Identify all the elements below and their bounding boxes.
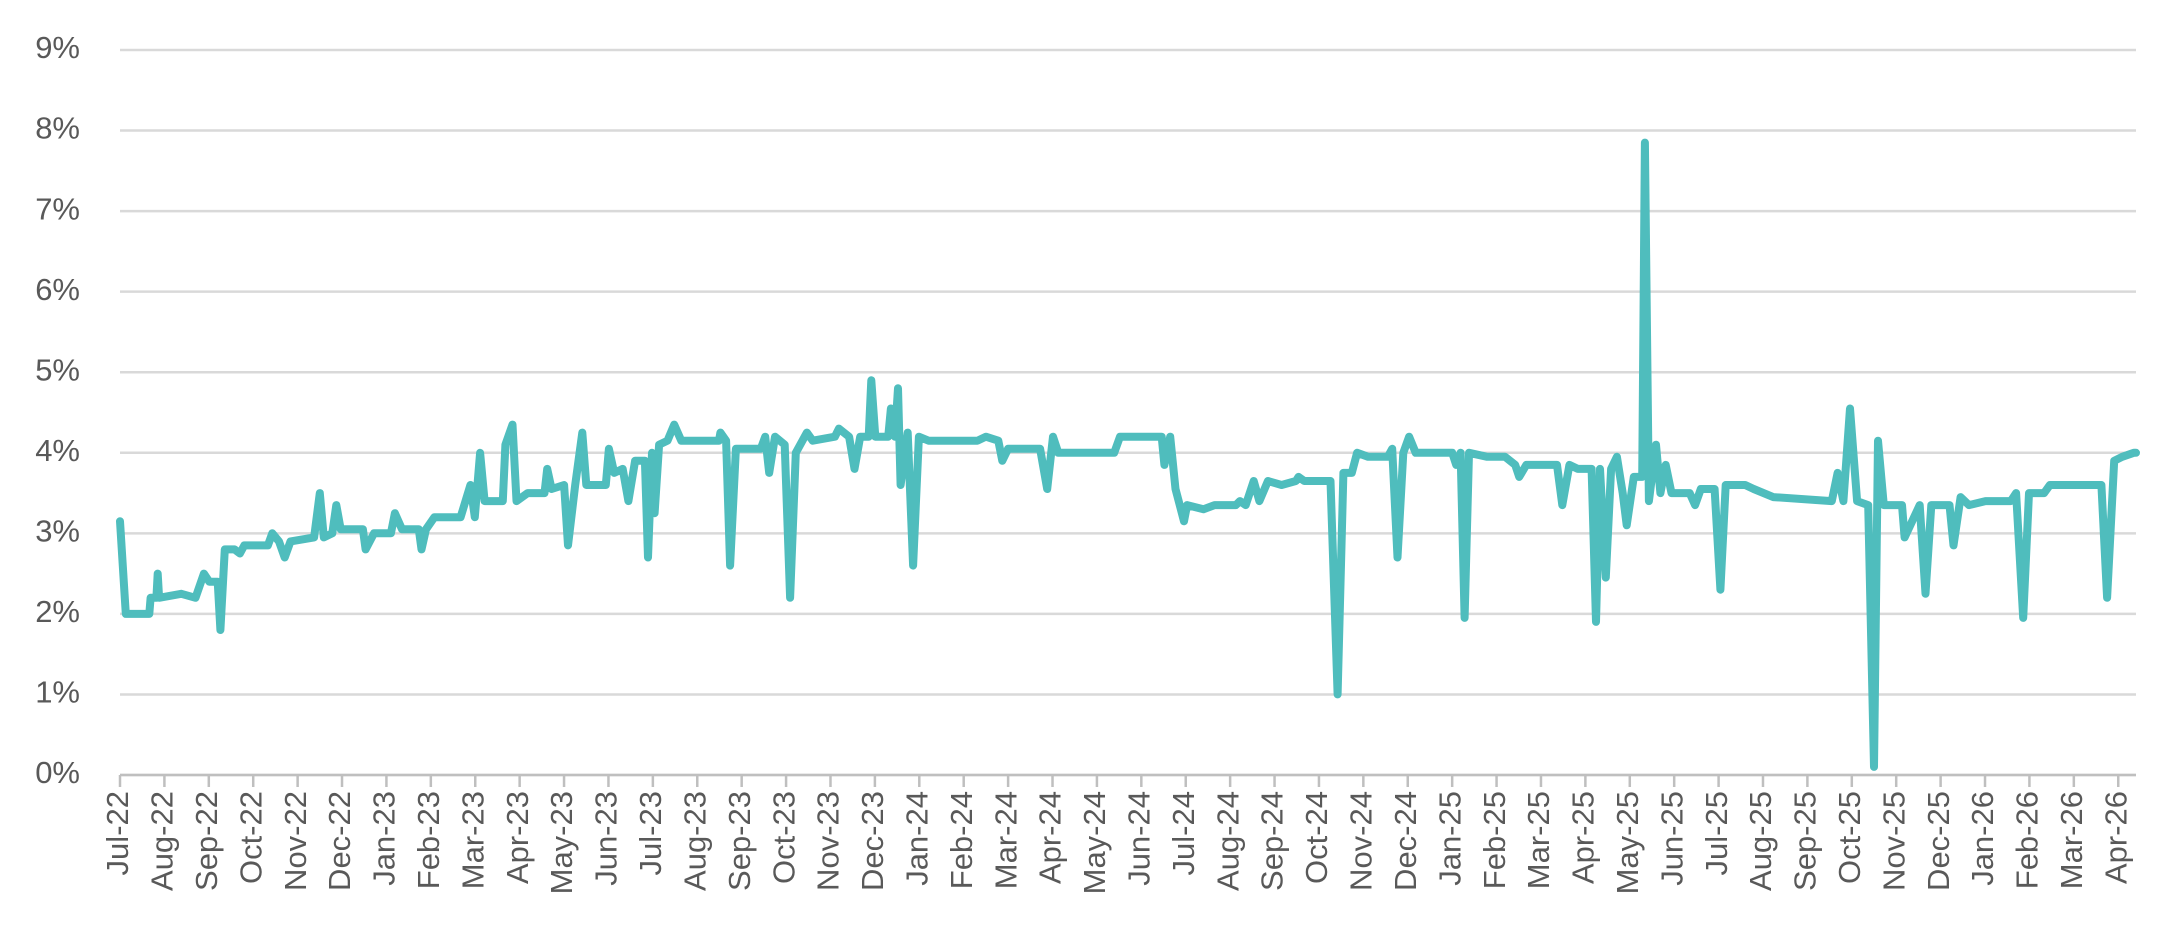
x-tick-label: Feb-23 xyxy=(411,791,446,889)
x-tick-label: Jul-22 xyxy=(100,791,135,875)
x-tick-label: Aug-24 xyxy=(1210,791,1245,891)
x-tick-label: Dec-22 xyxy=(322,791,357,891)
x-tick-label: Mar-24 xyxy=(988,791,1023,889)
x-tick-label: Jun-23 xyxy=(589,791,624,886)
y-tick-label: 2% xyxy=(35,594,80,629)
y-tick-label: 5% xyxy=(35,352,80,387)
x-tick-label: Jun-25 xyxy=(1654,791,1689,886)
x-tick-label: Nov-25 xyxy=(1876,791,1911,891)
x-tick-label: Sep-24 xyxy=(1255,791,1290,891)
x-tick-label: Apr-26 xyxy=(2098,791,2133,884)
x-tick-label: May-24 xyxy=(1077,791,1112,894)
x-tick-label: Aug-23 xyxy=(677,791,712,891)
y-tick-label: 7% xyxy=(35,191,80,226)
x-tick-label: Oct-23 xyxy=(766,791,801,884)
x-tick-label: May-25 xyxy=(1610,791,1645,894)
y-tick-label: 9% xyxy=(35,30,80,65)
x-tick-label: Dec-24 xyxy=(1388,791,1423,891)
x-tick-label: Jan-23 xyxy=(367,791,402,886)
x-tick-label: Sep-23 xyxy=(722,791,757,891)
x-tick-label: Jan-26 xyxy=(1965,791,2000,886)
y-tick-label: 0% xyxy=(35,755,80,790)
x-tick-label: Nov-23 xyxy=(811,791,846,891)
x-tick-label: Mar-25 xyxy=(1521,791,1556,889)
line xyxy=(116,138,2140,771)
x-tick-label: Nov-24 xyxy=(1344,791,1379,891)
x-tick-label: Feb-24 xyxy=(944,791,979,889)
y-tick-label: 1% xyxy=(35,675,80,710)
x-tick-label: Sep-22 xyxy=(189,791,224,891)
x-tick-label: Feb-25 xyxy=(1477,791,1512,889)
x-tick-label: Aug-22 xyxy=(145,791,180,891)
x-tick-label: Apr-24 xyxy=(1033,791,1068,884)
x-tick-label: Dec-25 xyxy=(1921,791,1956,891)
x-tick-label: Apr-25 xyxy=(1566,791,1601,884)
x-tick-label: Jun-24 xyxy=(1122,791,1157,886)
x-tick-label: Oct-22 xyxy=(233,791,268,884)
x-tick-label: Apr-23 xyxy=(500,791,535,884)
x-tick-label: Nov-22 xyxy=(278,791,313,891)
x-tick-label: Feb-26 xyxy=(2010,791,2045,889)
y-tick-label: 8% xyxy=(35,111,80,146)
y-tick-label: 6% xyxy=(35,272,80,307)
x-tick-label: Aug-25 xyxy=(1743,791,1778,891)
x-tick-label: Mar-23 xyxy=(455,791,490,889)
x-tick-label: Oct-24 xyxy=(1299,791,1334,884)
x-tick-label: Sep-25 xyxy=(1788,791,1823,891)
x-tick-label: Jul-23 xyxy=(633,791,668,875)
x-tick-label: Jul-24 xyxy=(1166,791,1201,875)
x-tick-label: Oct-25 xyxy=(1832,791,1867,884)
x-tick-label: Jul-25 xyxy=(1699,791,1734,875)
x-tick-label: Jan-24 xyxy=(899,791,934,886)
y-tick-label: 3% xyxy=(35,514,80,549)
x-tick-label: Mar-26 xyxy=(2054,791,2089,889)
x-tick-label: Jan-25 xyxy=(1432,791,1467,886)
y-tick-label: 4% xyxy=(35,433,80,468)
x-tick-label: May-23 xyxy=(544,791,579,894)
x-tick-label: Dec-23 xyxy=(855,791,890,891)
